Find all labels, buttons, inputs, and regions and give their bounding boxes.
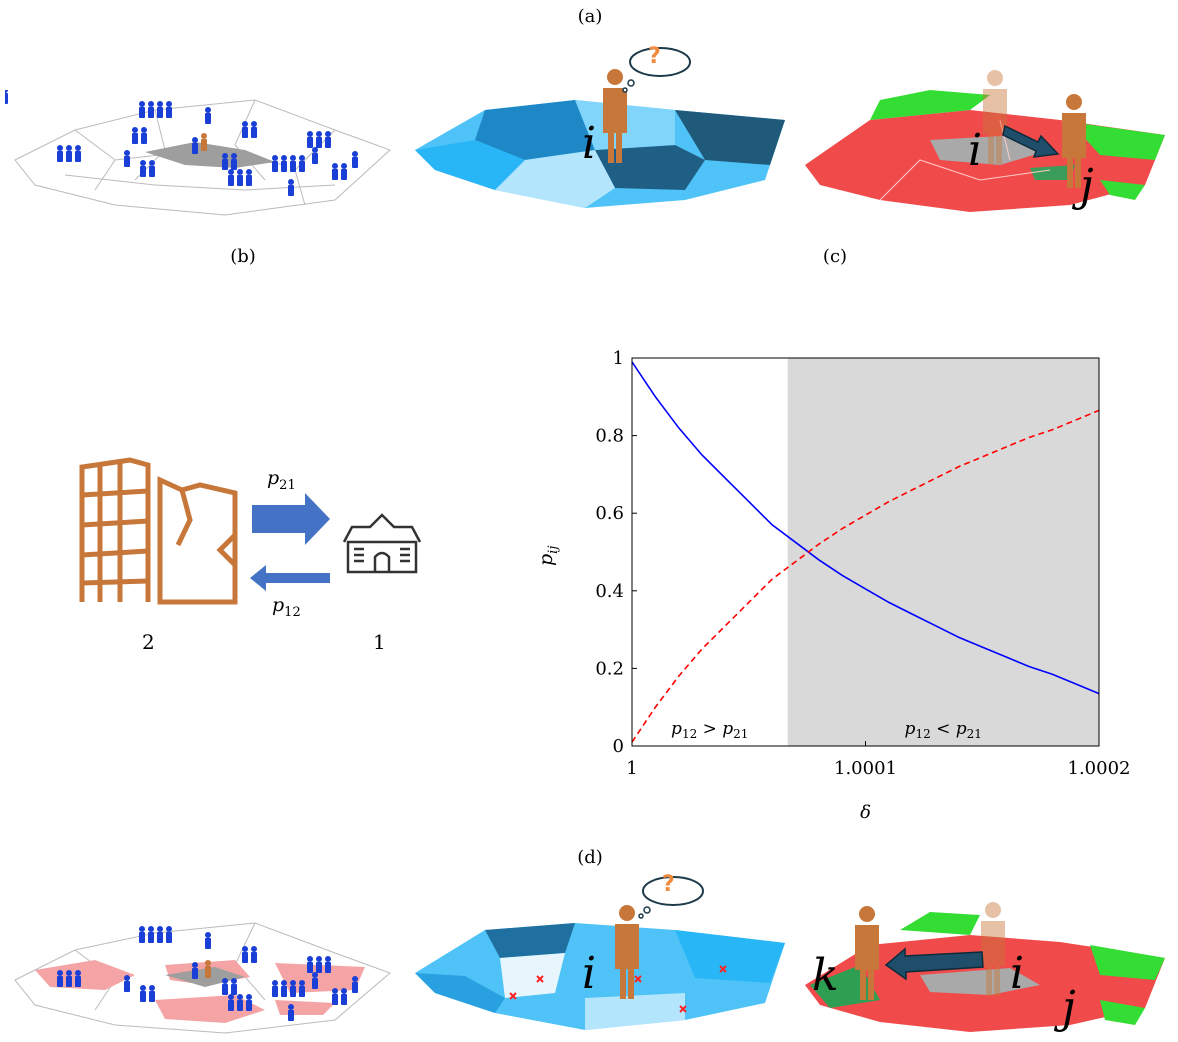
region-label: p12 > p21 <box>671 719 748 741</box>
question-mark-icon: ? <box>648 44 661 69</box>
arrow-top-label: p21 <box>267 467 296 493</box>
map-blue-a <box>415 47 785 208</box>
panel-label-d: (d) <box>577 847 603 868</box>
region-label: p12 < p21 <box>905 719 982 741</box>
x-tick-label: 1.0002 <box>1068 758 1131 779</box>
thought-bubble-icon <box>638 876 704 919</box>
y-tick-label: 0.4 <box>595 581 624 602</box>
person-icon <box>615 905 639 999</box>
person-icon <box>603 69 627 163</box>
label-k: k <box>812 950 839 1001</box>
map-crowd-d <box>14 922 391 1034</box>
label-i: i <box>582 118 597 169</box>
house-number: 1 <box>373 630 386 654</box>
x-tick-label: 1 <box>626 758 637 779</box>
label-j: j <box>1080 160 1094 211</box>
building-number: 2 <box>142 630 155 654</box>
question-mark-icon: ? <box>662 872 675 897</box>
map-redgreen-d <box>805 902 1165 1032</box>
person-icon <box>855 906 879 1000</box>
diagram-b <box>79 457 422 605</box>
panel-label-b: (b) <box>230 246 256 267</box>
y-tick-label: 0 <box>613 736 624 757</box>
crowd-icons <box>5 90 358 196</box>
label-i: i <box>1010 948 1025 999</box>
panel-label-c: (c) <box>822 246 848 267</box>
person-ghost-icon <box>981 902 1005 996</box>
arrow-bottom-label: p12 <box>272 594 301 620</box>
label-i: i <box>968 125 983 176</box>
map-crowd-a <box>5 90 391 216</box>
y-axis-label: pij <box>535 546 561 566</box>
person-ghost-icon <box>983 70 1007 164</box>
chart-c: 1 1.0001 1.0002 0 0.2 0.4 0.6 0.8 1 δ pij p12 > p2… <box>535 348 1131 820</box>
arrow-right-icon <box>252 493 330 545</box>
damaged-building-icon <box>79 457 238 605</box>
map-redgreen-a <box>805 70 1165 212</box>
damage-markers <box>509 965 727 1013</box>
y-tick-label: 1 <box>613 348 624 369</box>
label-j: j <box>1062 982 1076 1033</box>
thought-bubble-icon <box>622 47 691 93</box>
series-line-dashed <box>631 409 1100 743</box>
label-i: i <box>582 948 597 999</box>
y-tick-label: 0.6 <box>595 503 624 524</box>
shaded-region <box>787 358 1099 746</box>
x-tick-label: 1.0001 <box>834 758 897 779</box>
series-line-solid <box>631 361 1100 695</box>
panel-label-a: (a) <box>577 6 603 27</box>
highlight-region <box>145 142 275 168</box>
arrow-left-icon <box>884 947 984 981</box>
map-blue-d <box>415 876 785 1030</box>
arrow-right-icon <box>1002 124 1060 158</box>
y-tick-label: 0.2 <box>595 658 624 679</box>
person-icon <box>1062 94 1086 188</box>
house-icon <box>342 513 422 574</box>
y-tick-label: 0.8 <box>595 426 624 447</box>
arrow-left-icon <box>250 565 330 591</box>
x-axis-label: δ <box>860 802 871 820</box>
